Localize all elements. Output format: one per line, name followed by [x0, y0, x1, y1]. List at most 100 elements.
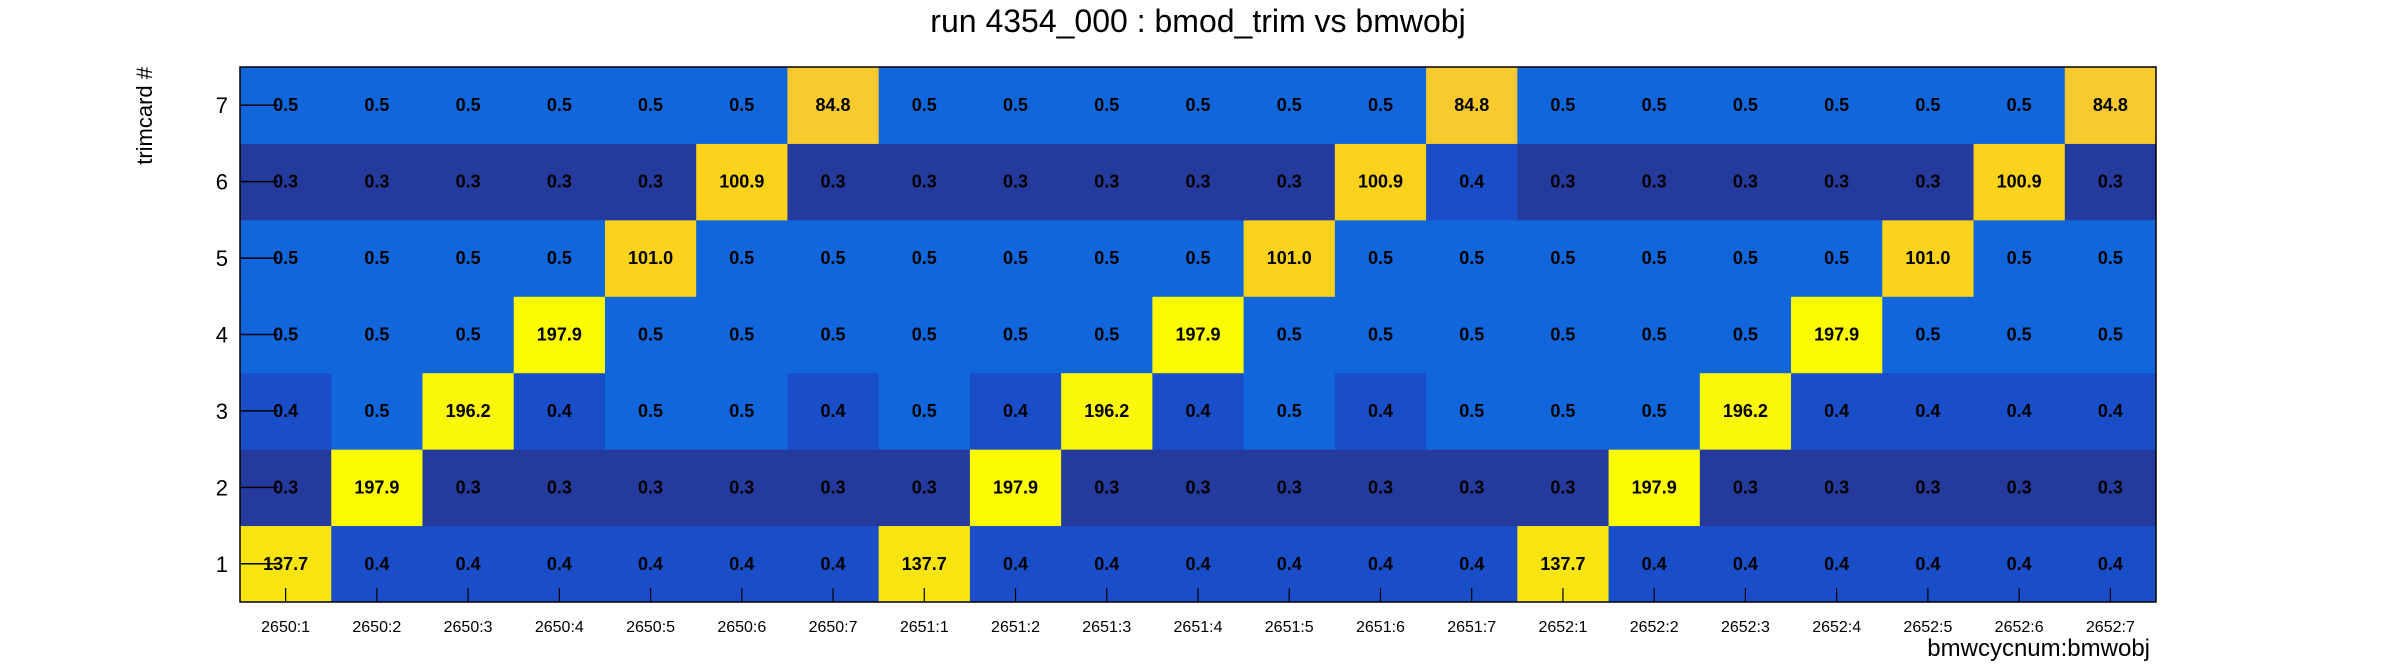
- cell-value-label: 137.7: [902, 554, 947, 574]
- y-tick-label: 1: [216, 552, 228, 577]
- cell-value-label: 0.4: [1733, 554, 1758, 574]
- heatmap-cell: [1791, 219, 1883, 297]
- heatmap-cell: [1152, 143, 1245, 221]
- cell-value-label: 0.3: [638, 477, 663, 497]
- cell-value-label: 0.4: [456, 554, 481, 574]
- cell-value-label: 0.5: [364, 401, 389, 421]
- heatmap-cell: [696, 449, 788, 527]
- cell-value-label: 0.4: [638, 554, 663, 574]
- cell-value-label: 0.4: [1003, 554, 1028, 574]
- heatmap-cell: [1882, 219, 1975, 297]
- heatmap-cell: [1334, 219, 1427, 297]
- cell-value-label: 0.3: [1915, 477, 1940, 497]
- cell-value-label: 0.4: [1824, 554, 1849, 574]
- heatmap-cell: [1973, 143, 2066, 221]
- cell-value-label: 0.4: [2007, 554, 2032, 574]
- heatmap-cell: [1243, 296, 1336, 374]
- cell-value-label: 0.5: [1824, 95, 1849, 115]
- heatmap-cell: [1699, 296, 1792, 374]
- x-tick-label: 2652:6: [1995, 619, 2044, 636]
- heatmap-cell: [1973, 372, 2066, 450]
- x-tick-label: 2650:5: [626, 619, 675, 636]
- x-tick-label: 2651:7: [1447, 619, 1496, 636]
- heatmap-cell: [787, 449, 880, 527]
- heatmap-cell: [1699, 372, 1792, 450]
- heatmap-cell: [1334, 67, 1427, 144]
- heatmap-cell: [1061, 296, 1153, 374]
- cell-value-label: 0.5: [1824, 248, 1849, 268]
- heatmap-cell: [969, 143, 1062, 221]
- heatmap-cell: [1699, 67, 1792, 144]
- heatmap-cell: [422, 143, 515, 221]
- x-tick-label: 2650:6: [717, 619, 766, 636]
- x-tick-label: 2651:6: [1356, 619, 1405, 636]
- cell-value-label: 0.3: [547, 172, 572, 192]
- x-tick-label: 2652:1: [1538, 619, 1587, 636]
- heatmap-cell: [696, 67, 788, 144]
- heatmap-cell: [2064, 449, 2157, 527]
- heatmap-cell: [1973, 296, 2066, 374]
- heatmap-cell: [696, 143, 788, 221]
- cell-value-label: 0.4: [2098, 401, 2123, 421]
- heatmap-cell: [1608, 449, 1701, 527]
- cell-value-label: 0.5: [2007, 248, 2032, 268]
- cell-value-label: 84.8: [1454, 95, 1489, 115]
- heatmap-cell: [1517, 143, 1610, 221]
- heatmap-cell: [604, 67, 697, 144]
- cell-value-label: 0.5: [1550, 401, 1575, 421]
- cell-value-label: 0.4: [1003, 401, 1028, 421]
- heatmap-cell: [696, 219, 788, 297]
- heatmap-cell: [787, 219, 880, 297]
- x-tick-label: 2652:4: [1812, 619, 1861, 636]
- heatmap-cell: [1882, 67, 1975, 144]
- heatmap-cell: [422, 296, 515, 374]
- y-tick-label: 5: [216, 246, 228, 271]
- x-tick-label: 2650:4: [535, 619, 584, 636]
- cell-value-label: 0.3: [2007, 477, 2032, 497]
- heatmap-cell: [1791, 296, 1883, 374]
- heatmap-cell: [1334, 143, 1427, 221]
- heatmap-cell: [787, 296, 880, 374]
- cell-value-label: 0.5: [638, 95, 663, 115]
- cell-value-label: 0.3: [912, 477, 937, 497]
- heatmap-cell: [1152, 67, 1245, 144]
- heatmap-cell: [2064, 67, 2157, 144]
- cell-value-label: 0.3: [2098, 477, 2123, 497]
- heatmap-cell: [969, 296, 1062, 374]
- cell-value-label: 0.5: [1733, 95, 1758, 115]
- cell-value-label: 0.3: [1550, 477, 1575, 497]
- heatmap-cell: [1061, 449, 1153, 527]
- y-tick-label: 3: [216, 399, 228, 424]
- cell-value-label: 0.3: [364, 172, 389, 192]
- heatmap-cell: [2064, 143, 2157, 221]
- heatmap-cell: [878, 67, 971, 144]
- heatmap-cell: [1791, 143, 1883, 221]
- heatmap-cell: [1061, 219, 1153, 297]
- cell-value-label: 197.9: [1175, 325, 1220, 345]
- cell-value-label: 0.4: [547, 401, 572, 421]
- cell-value-label: 0.3: [1185, 477, 1210, 497]
- heatmap-cell: [1061, 67, 1153, 144]
- y-tick-label: 4: [216, 323, 228, 348]
- heatmap-cell: [1608, 67, 1701, 144]
- heatmap-cell: [1334, 372, 1427, 450]
- cell-value-label: 0.3: [1277, 477, 1302, 497]
- heatmap-cell: [1426, 143, 1518, 221]
- cell-value-label: 0.5: [1733, 248, 1758, 268]
- heatmap-cell: [1791, 67, 1883, 144]
- cell-value-label: 0.5: [1003, 248, 1028, 268]
- heatmap-cell: [604, 449, 697, 527]
- heatmap-cell: [1699, 219, 1792, 297]
- cell-value-label: 0.4: [1368, 401, 1393, 421]
- cell-value-label: 137.7: [1540, 554, 1585, 574]
- cell-value-label: 0.5: [273, 325, 298, 345]
- heatmap-cell: [1243, 372, 1336, 450]
- cell-value-label: 0.5: [1368, 95, 1393, 115]
- cell-value-label: 101.0: [1267, 248, 1312, 268]
- cell-value-label: 196.2: [1084, 401, 1129, 421]
- cell-value-label: 0.4: [1459, 554, 1484, 574]
- cell-value-label: 0.4: [1094, 554, 1119, 574]
- cell-value-label: 0.3: [1550, 172, 1575, 192]
- cell-value-label: 0.3: [456, 172, 481, 192]
- heatmap-cell: [1517, 296, 1610, 374]
